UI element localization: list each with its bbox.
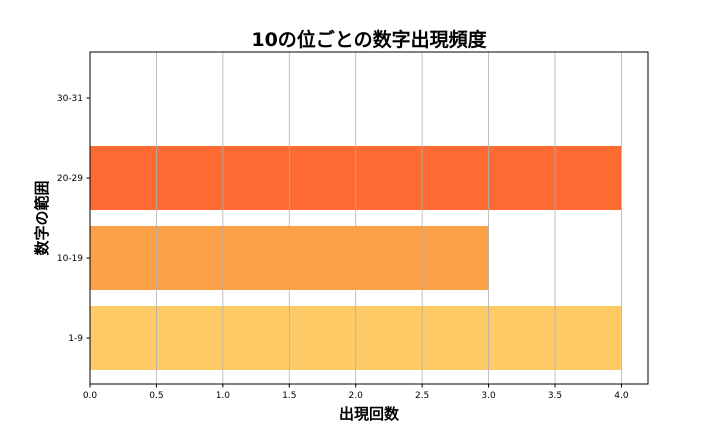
y-axis-label: 数字の範囲 (33, 180, 51, 255)
y-tick-label: 30-31 (57, 94, 83, 104)
x-tick-label: 0.0 (83, 391, 98, 401)
x-tick-label: 1.5 (282, 391, 296, 401)
x-tick-label: 1.0 (216, 391, 231, 401)
plot-frame (89, 51, 649, 385)
x-tick-label: 2.5 (415, 391, 429, 401)
x-axis-label: 出現回数 (339, 405, 400, 423)
chart-title: 10の位ごとの数字出現頻度 (251, 28, 487, 51)
x-tick-label: 3.5 (548, 391, 562, 401)
y-tick-label: 10-19 (57, 254, 83, 264)
y-tick-label: 20-29 (57, 174, 83, 184)
x-tick-label: 0.5 (149, 391, 163, 401)
x-tick-label: 3.0 (481, 391, 496, 401)
x-tick-label: 4.0 (614, 391, 629, 401)
x-tick-label: 2.0 (349, 391, 364, 401)
y-tick-label: 1-9 (68, 334, 83, 344)
